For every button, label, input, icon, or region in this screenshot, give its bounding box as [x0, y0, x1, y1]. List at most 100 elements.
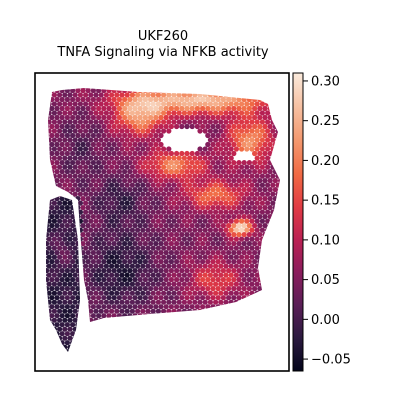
spot — [119, 200, 125, 206]
spot — [54, 232, 60, 238]
spot — [77, 254, 83, 260]
spot — [46, 281, 47, 287]
spot — [70, 141, 76, 148]
spot — [158, 304, 164, 310]
spot — [259, 146, 265, 152]
spot — [77, 317, 83, 323]
spot — [62, 236, 68, 242]
spot — [140, 92, 146, 98]
spot — [259, 92, 265, 98]
spot — [197, 88, 203, 89]
spot — [228, 119, 234, 125]
spot — [244, 263, 250, 269]
spot — [241, 277, 247, 283]
spot — [275, 182, 280, 188]
spot — [192, 173, 198, 179]
spot — [145, 191, 151, 197]
spot — [90, 241, 96, 247]
spot — [142, 214, 148, 220]
spot — [192, 209, 198, 215]
spot — [262, 214, 268, 220]
spot — [114, 299, 120, 305]
spot — [109, 254, 115, 260]
spot — [278, 132, 280, 139]
spot — [111, 96, 117, 103]
spot — [77, 137, 83, 143]
spot — [210, 349, 216, 352]
spot — [75, 123, 81, 130]
spot — [272, 169, 278, 175]
spot — [116, 250, 122, 256]
spot — [153, 304, 159, 310]
spot — [49, 268, 55, 274]
spot — [200, 322, 206, 328]
spot — [249, 182, 255, 188]
spot — [85, 169, 91, 175]
spot — [203, 354, 208, 359]
spot — [239, 245, 245, 251]
spot — [111, 214, 117, 220]
spot — [135, 101, 141, 107]
spot — [150, 110, 156, 116]
spot — [259, 245, 265, 251]
spot — [163, 304, 169, 310]
spot — [125, 354, 130, 359]
spot — [194, 241, 200, 247]
spot — [254, 236, 260, 242]
spot — [259, 326, 265, 332]
spot — [171, 173, 177, 179]
spot — [135, 236, 141, 242]
spot — [54, 132, 60, 139]
spot — [231, 322, 237, 328]
spot — [72, 182, 78, 188]
spot — [106, 187, 112, 193]
spot — [135, 88, 141, 89]
spot — [46, 196, 50, 202]
spot — [228, 236, 234, 242]
spot — [46, 335, 47, 341]
spot — [155, 137, 161, 143]
spot — [124, 119, 130, 125]
spot — [215, 295, 221, 301]
spot — [64, 169, 70, 175]
spot — [171, 326, 177, 332]
spot — [254, 182, 260, 188]
spot — [137, 250, 143, 256]
spot — [215, 277, 221, 283]
spot — [210, 322, 216, 328]
spot — [59, 178, 65, 184]
spot — [46, 299, 47, 305]
spot — [98, 218, 104, 224]
spot — [114, 88, 120, 89]
spot — [192, 308, 198, 314]
spot — [252, 322, 258, 328]
spot — [57, 308, 63, 314]
spot — [124, 101, 130, 107]
spot — [192, 191, 198, 197]
spot — [176, 200, 182, 206]
spot — [111, 223, 117, 229]
spot — [83, 209, 89, 215]
spot — [205, 123, 211, 130]
spot — [62, 92, 68, 98]
spot — [231, 214, 237, 220]
spot — [72, 290, 78, 296]
spot — [187, 191, 193, 197]
spot — [104, 354, 109, 359]
spot — [259, 299, 265, 305]
spot — [166, 128, 172, 134]
spot — [239, 299, 245, 305]
spot — [142, 286, 148, 292]
spot — [252, 340, 258, 346]
spot — [254, 263, 260, 269]
spot — [54, 286, 60, 292]
spot — [70, 286, 76, 292]
spot — [122, 105, 128, 112]
spot — [80, 132, 86, 139]
spot — [90, 169, 96, 175]
spot — [158, 223, 164, 229]
spot — [49, 304, 55, 310]
spot — [106, 141, 112, 148]
spot — [88, 308, 94, 314]
spot — [77, 119, 83, 125]
